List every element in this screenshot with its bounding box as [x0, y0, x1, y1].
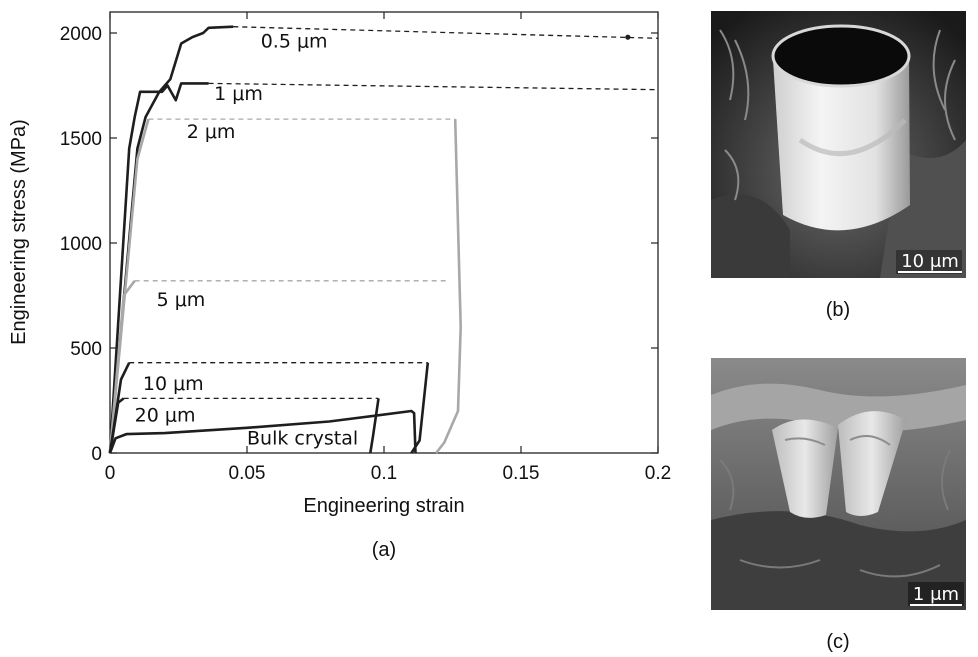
x-tick-label: 0.15 — [503, 463, 540, 484]
pillar-slip-band — [798, 118, 907, 157]
x-tick-label: 0 — [105, 463, 116, 484]
series-lines — [108, 25, 659, 454]
x-tick-label: 0.2 — [645, 463, 671, 484]
series-unload-2-m — [435, 119, 462, 454]
scale-bar-b-bg — [896, 250, 962, 274]
series-label: 2 μm — [187, 121, 236, 143]
axis-ticks: 0 0.05 0.1 0.15 0.2 0 500 1000 1500 2000 — [60, 12, 671, 484]
micrograph-b-debris — [711, 194, 790, 278]
pillar-body — [773, 52, 910, 231]
y-tick-label: 0 — [91, 444, 102, 465]
series-extension-1-m — [208, 82, 659, 91]
micrograph-b-texture — [719, 29, 956, 201]
series-label: 20 μm — [135, 405, 196, 427]
series-line-20-m — [108, 397, 125, 454]
panel-a-label: (a) — [372, 539, 396, 561]
x-axis-title: Engineering strain — [303, 495, 464, 517]
panel-c-label: (c) — [826, 631, 849, 653]
chart-panel-a: 0 0.05 0.1 0.15 0.2 0 500 1000 1500 2000 0.5 μm 1 … — [8, 11, 671, 561]
series-label: 10 μm — [143, 373, 204, 395]
series-line-bulk-crystal — [108, 409, 417, 454]
y-tick-label: 1500 — [60, 129, 102, 150]
y-tick-label: 2000 — [60, 24, 102, 45]
scale-bar-b-label: 10 μm — [901, 251, 959, 272]
panel-b-label: (b) — [826, 299, 850, 321]
x-tick-label: 0.1 — [371, 463, 397, 484]
pillar-top — [771, 24, 911, 88]
series-label: 1 μm — [214, 83, 263, 105]
micrograph-c-texture — [719, 449, 951, 578]
series-line-5-m — [108, 280, 136, 454]
series-unload-20-m — [369, 398, 380, 454]
series-label: 5 μm — [157, 289, 206, 311]
pillar-c-slip — [784, 435, 891, 446]
y-axis-title: Engineering stress (MPa) — [8, 119, 30, 345]
y-tick-label: 1000 — [60, 234, 102, 255]
series-line-0.5-m — [108, 25, 234, 454]
y-tick-label: 500 — [70, 339, 102, 360]
series-labels: 0.5 μm 1 μm 2 μm 5 μm 10 μm 20 μm Bulk crystal — [135, 31, 359, 450]
micrograph-c: 1 μm (c) — [711, 358, 966, 653]
series-extension-0.5-m — [233, 26, 659, 39]
x-tick-label: 0.05 — [229, 463, 266, 484]
series-line-1-m — [108, 82, 209, 454]
series-marker-0.5-m — [625, 34, 631, 40]
series-label: 0.5 μm — [261, 31, 328, 53]
micrograph-b: 10 μm (b) — [711, 11, 966, 321]
micrograph-c-ground — [711, 511, 966, 610]
scale-bar-c-label: 1 μm — [913, 584, 959, 605]
scale-bar-c-bg — [908, 582, 964, 606]
series-label: Bulk crystal — [247, 428, 358, 450]
